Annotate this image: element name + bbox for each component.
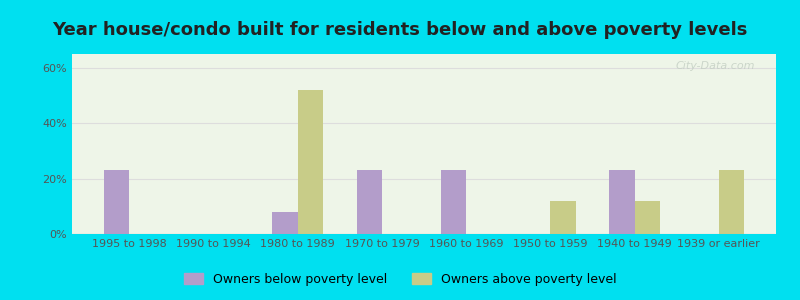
Text: City-Data.com: City-Data.com (675, 61, 755, 71)
Bar (104, 170, 130, 234)
Bar (634, 201, 660, 234)
Bar (357, 170, 382, 234)
Bar (298, 90, 323, 234)
Bar (610, 170, 634, 234)
Bar (718, 170, 744, 234)
Legend: Owners below poverty level, Owners above poverty level: Owners below poverty level, Owners above… (179, 268, 621, 291)
Text: Year house/condo built for residents below and above poverty levels: Year house/condo built for residents bel… (52, 21, 748, 39)
Bar (273, 212, 298, 234)
Bar (441, 170, 466, 234)
Bar (550, 201, 575, 234)
